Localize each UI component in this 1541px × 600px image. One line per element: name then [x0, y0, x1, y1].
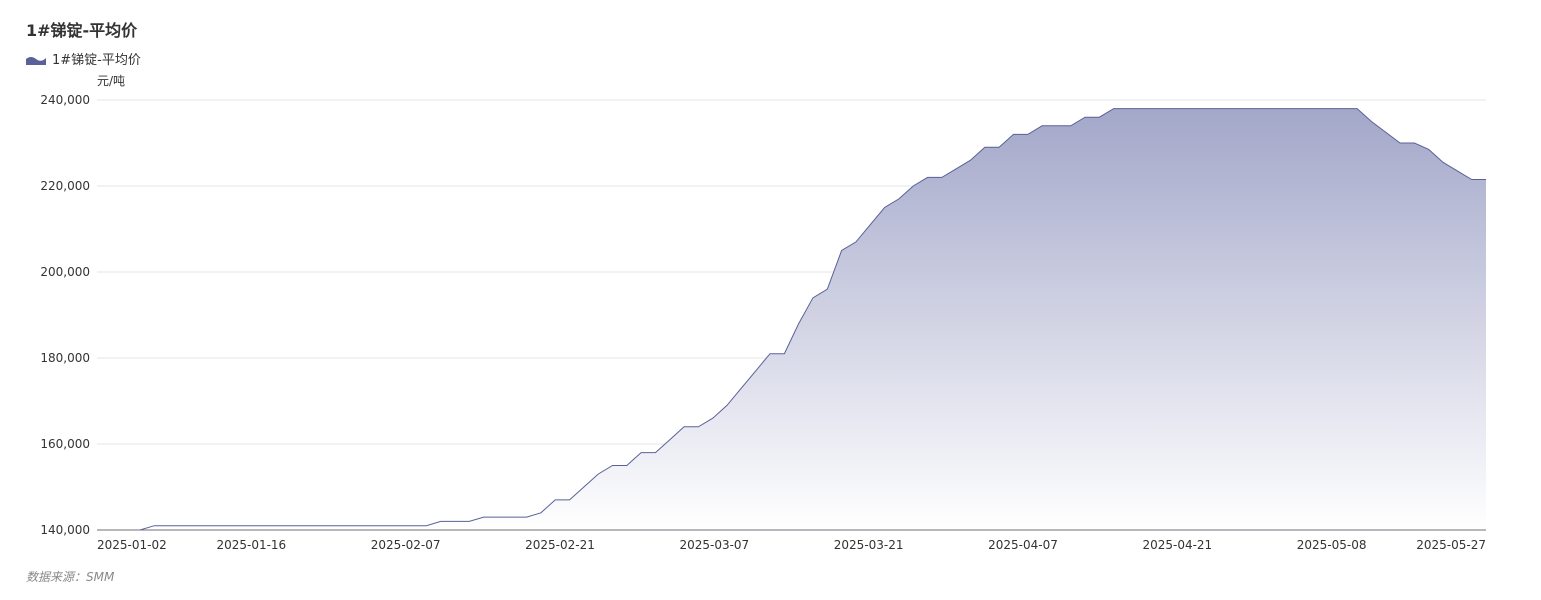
x-tick-label: 2025-02-21	[525, 538, 595, 552]
y-tick-label: 220,000	[40, 179, 90, 193]
y-tick-label: 140,000	[40, 523, 90, 537]
y-tick-label: 180,000	[40, 351, 90, 365]
x-tick-label: 2025-01-02	[97, 538, 167, 552]
x-axis-ticks: 2025-01-02 2025-01-16 2025-02-07 2025-02-21…	[97, 538, 1486, 552]
legend-label: 1#锑锭-平均价	[52, 53, 141, 68]
legend[interactable]: 1#锑锭-平均价	[26, 49, 141, 68]
y-tick-label: 240,000	[40, 93, 90, 107]
x-tick-label: 2025-03-07	[679, 538, 749, 552]
y-axis-ticks: 140,000 160,000 180,000 200,000 220,000 240,0…	[40, 93, 90, 537]
x-tick-label: 2025-01-16	[216, 538, 286, 552]
x-tick-label: 2025-04-21	[1142, 538, 1212, 552]
chart-title: 1#锑锭-平均价	[26, 21, 138, 40]
y-tick-label: 200,000	[40, 265, 90, 279]
y-tick-label: 160,000	[40, 437, 90, 451]
x-tick-label: 2025-03-21	[834, 538, 904, 552]
x-tick-label: 2025-04-07	[988, 538, 1058, 552]
x-tick-label: 2025-02-07	[371, 538, 441, 552]
x-tick-label: 2025-05-27	[1416, 538, 1486, 552]
data-source-note: 数据来源：SMM	[26, 570, 115, 584]
series-line	[97, 108, 1486, 531]
area-series-icon	[26, 54, 46, 65]
series-area	[97, 108, 1486, 530]
x-tick-label: 2025-05-08	[1297, 538, 1367, 552]
y-axis-unit-label: 元/吨	[97, 74, 126, 88]
